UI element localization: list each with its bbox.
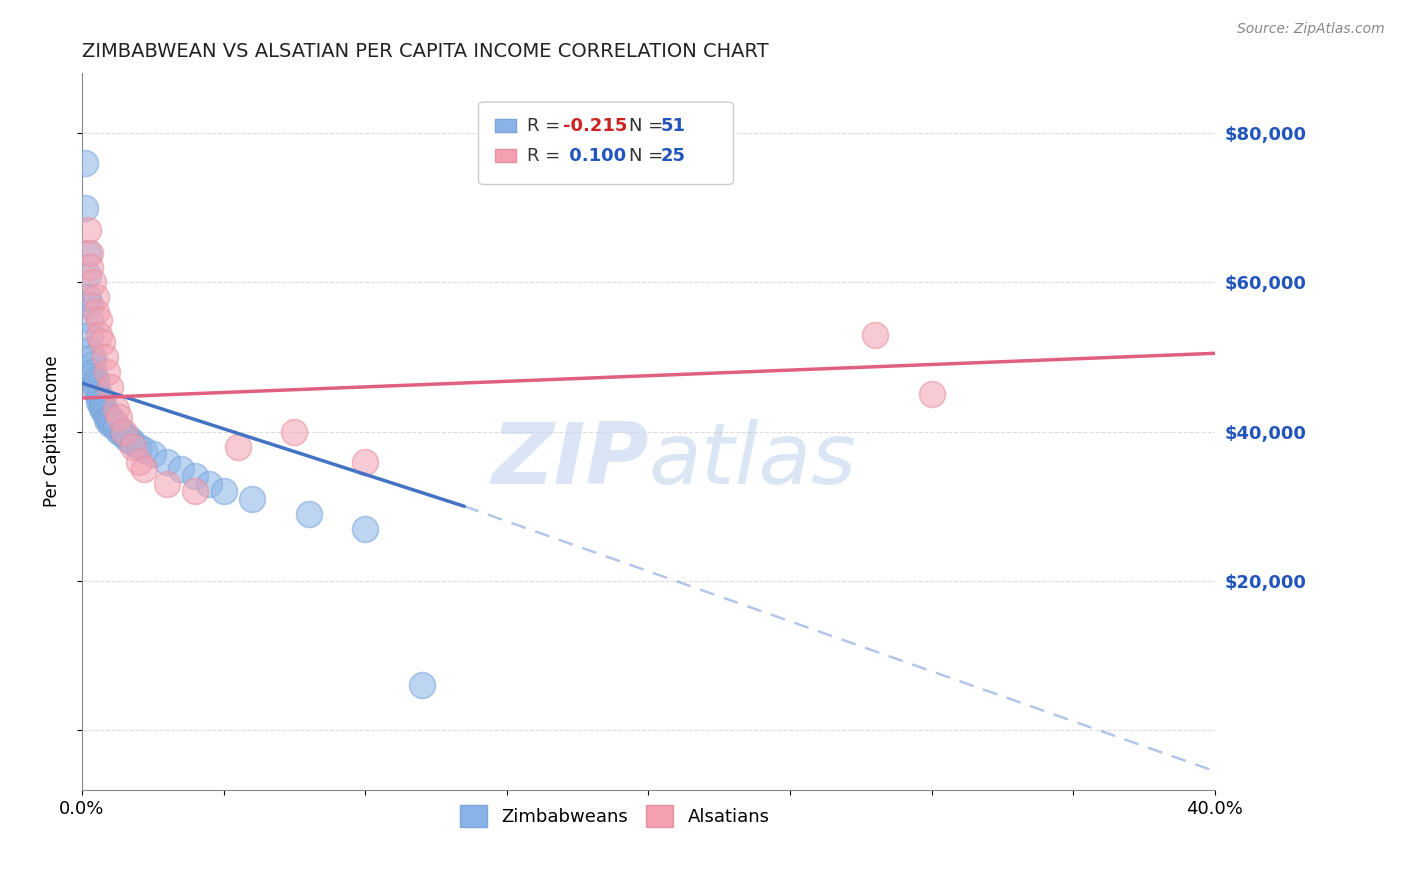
Text: N =: N = xyxy=(628,117,669,135)
Point xyxy=(82,368,104,383)
Text: R =: R = xyxy=(527,147,567,165)
Point xyxy=(354,522,377,536)
Point xyxy=(79,298,101,312)
Point xyxy=(93,350,115,364)
Point xyxy=(198,477,221,491)
Point xyxy=(101,417,124,432)
Point xyxy=(110,425,132,439)
Point xyxy=(170,462,193,476)
Point xyxy=(90,394,112,409)
Point xyxy=(104,417,127,432)
Point xyxy=(76,223,98,237)
Point xyxy=(82,365,104,379)
Point xyxy=(98,409,121,424)
Text: R =: R = xyxy=(527,117,567,135)
Point xyxy=(82,358,104,372)
FancyBboxPatch shape xyxy=(478,102,734,185)
Point xyxy=(297,507,319,521)
Text: 0.100: 0.100 xyxy=(564,147,627,165)
Point xyxy=(90,402,112,417)
Point xyxy=(73,156,96,170)
Point xyxy=(76,268,98,282)
Point xyxy=(76,245,98,260)
Text: N =: N = xyxy=(628,147,669,165)
Point xyxy=(79,327,101,342)
Point xyxy=(84,305,107,319)
Point xyxy=(73,201,96,215)
Point xyxy=(84,380,107,394)
Point xyxy=(863,327,886,342)
Text: Source: ZipAtlas.com: Source: ZipAtlas.com xyxy=(1237,22,1385,37)
Point xyxy=(122,440,145,454)
Point xyxy=(87,327,110,342)
Point xyxy=(283,425,305,439)
Point xyxy=(79,245,101,260)
Legend: Zimbabweans, Alsatians: Zimbabweans, Alsatians xyxy=(453,798,776,835)
Point xyxy=(90,399,112,413)
Point xyxy=(84,376,107,391)
Point xyxy=(226,440,249,454)
Point xyxy=(107,425,129,439)
Text: 25: 25 xyxy=(661,147,686,165)
Point xyxy=(98,380,121,394)
Point xyxy=(212,484,235,499)
Point xyxy=(184,469,207,483)
Text: ZIP: ZIP xyxy=(491,419,648,502)
Point xyxy=(76,290,98,304)
Point xyxy=(921,387,943,401)
Text: -0.215: -0.215 xyxy=(564,117,628,135)
Point xyxy=(96,413,118,427)
Point xyxy=(128,454,150,468)
Point xyxy=(114,428,136,442)
Point xyxy=(114,425,136,439)
Point xyxy=(82,276,104,290)
Point xyxy=(134,462,156,476)
Point xyxy=(122,435,145,450)
Point xyxy=(87,312,110,326)
FancyBboxPatch shape xyxy=(495,149,516,162)
Point xyxy=(134,443,156,458)
Point xyxy=(84,384,107,398)
Point xyxy=(90,335,112,350)
Point xyxy=(87,394,110,409)
Text: atlas: atlas xyxy=(648,419,856,502)
Point xyxy=(98,413,121,427)
Point xyxy=(84,290,107,304)
Point xyxy=(142,447,165,461)
Point xyxy=(87,387,110,401)
Point xyxy=(240,491,263,506)
Point xyxy=(79,312,101,326)
Point xyxy=(84,372,107,386)
Point xyxy=(104,421,127,435)
Point xyxy=(82,350,104,364)
FancyBboxPatch shape xyxy=(495,120,516,132)
Point xyxy=(184,484,207,499)
Point xyxy=(87,391,110,405)
Point xyxy=(79,260,101,275)
Point xyxy=(93,402,115,417)
Point xyxy=(120,432,142,446)
Point xyxy=(156,454,179,468)
Point xyxy=(128,440,150,454)
Point xyxy=(96,365,118,379)
Text: ZIMBABWEAN VS ALSATIAN PER CAPITA INCOME CORRELATION CHART: ZIMBABWEAN VS ALSATIAN PER CAPITA INCOME… xyxy=(82,42,769,61)
Y-axis label: Per Capita Income: Per Capita Income xyxy=(44,356,60,508)
Point xyxy=(79,343,101,357)
Point xyxy=(411,678,433,692)
Point xyxy=(354,454,377,468)
Point xyxy=(156,477,179,491)
Point xyxy=(96,409,118,424)
Point xyxy=(117,432,139,446)
Point xyxy=(107,409,129,424)
Text: 51: 51 xyxy=(661,117,686,135)
Point xyxy=(104,402,127,417)
Point xyxy=(98,417,121,432)
Point xyxy=(93,406,115,420)
